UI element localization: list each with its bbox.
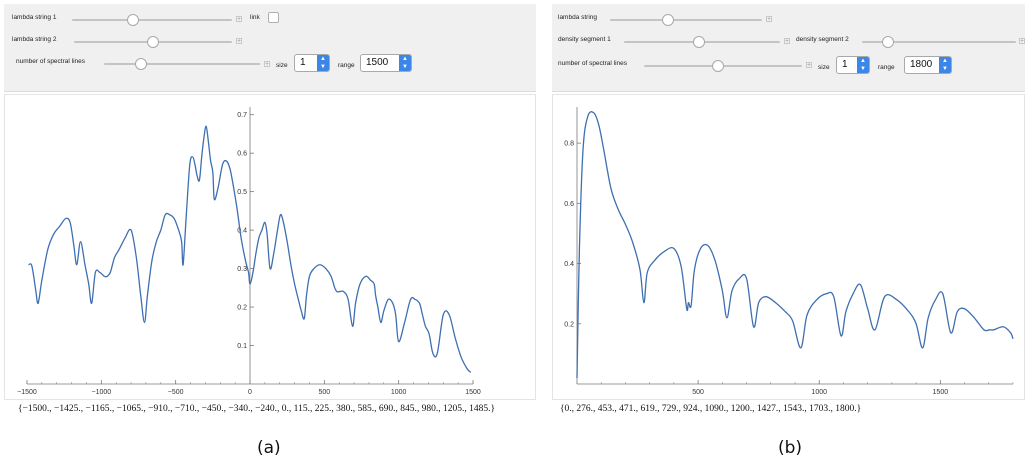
size-value-b: 1 xyxy=(842,59,848,70)
spectral-lines-label-b: number of spectral lines xyxy=(558,60,628,67)
series-line xyxy=(576,111,1014,378)
lambda-string-2-thumb[interactable] xyxy=(147,36,159,48)
size-stepper-icon[interactable]: ▲ ▼ xyxy=(317,55,329,71)
range-label: range xyxy=(338,62,355,69)
density-segment-1-thumb[interactable] xyxy=(692,36,705,48)
size-spinner[interactable]: 1 ▲ ▼ xyxy=(294,54,330,72)
density-segment-2-slider[interactable] xyxy=(862,36,1016,48)
caption-b: (b) xyxy=(778,438,803,458)
y-tick-label: 0.2 xyxy=(564,321,574,328)
density-segment-2-thumb[interactable] xyxy=(882,36,895,48)
spectrum-chart-b: 500 1000 1500 0.2 0.4 0.6 0.8 xyxy=(564,107,1014,396)
lambda-string-2-label: lambda string 2 xyxy=(12,36,57,43)
density-segment-2-label: density segment 2 xyxy=(796,36,849,43)
spectral-lines-label: number of spectral lines xyxy=(16,58,86,65)
caption-a: (a) xyxy=(257,438,281,458)
density-segment-1-plus-icon[interactable]: + xyxy=(784,38,790,45)
lambda-string-1-plus-icon[interactable]: + xyxy=(236,16,242,23)
range-spinner-b[interactable]: 1800 ▲ ▼ xyxy=(904,56,952,74)
y-tick-label: 0.8 xyxy=(564,141,574,148)
spectral-lines-plus-icon-b[interactable]: + xyxy=(806,62,812,69)
x-tick-label: −1000 xyxy=(91,389,111,396)
size-value: 1 xyxy=(300,57,306,68)
size-stepper-icon-b[interactable]: ▲ ▼ xyxy=(857,57,869,73)
y-tick-label: 0.6 xyxy=(237,151,247,158)
value-list-b: {0., 276., 453., 471., 619., 729., 924.,… xyxy=(560,404,862,414)
x-tick-label: 1000 xyxy=(811,389,827,396)
y-tick-label: 0.1 xyxy=(237,343,247,350)
x-tick-label: −500 xyxy=(168,389,184,396)
lambda-string-label: lambda string xyxy=(558,14,598,21)
density-segment-2-plus-icon[interactable]: + xyxy=(1019,38,1025,45)
y-tick-label: 0.4 xyxy=(237,228,247,235)
range-label-b: range xyxy=(878,64,895,71)
range-value: 1500 xyxy=(366,57,389,68)
controls-b: lambda string + density segment 1 + dens… xyxy=(552,4,1025,92)
range-spinner[interactable]: 1500 ▲ ▼ xyxy=(360,54,412,72)
lambda-string-plus-icon[interactable]: + xyxy=(766,16,772,23)
panel-b: lambda string + density segment 1 + dens… xyxy=(548,0,1029,430)
spectral-lines-thumb[interactable] xyxy=(135,58,148,70)
size-spinner-b[interactable]: 1 ▲ ▼ xyxy=(836,56,870,74)
link-checkbox[interactable] xyxy=(268,12,279,23)
lambda-string-1-thumb[interactable] xyxy=(126,14,139,26)
lambda-string-thumb[interactable] xyxy=(661,14,674,26)
y-tick-label: 0.2 xyxy=(237,305,247,312)
y-tick-label: 0.4 xyxy=(564,261,574,268)
lambda-string-2-slider[interactable] xyxy=(74,36,232,48)
spectral-lines-thumb-b[interactable] xyxy=(712,60,725,72)
y-tick-label: 0.6 xyxy=(564,201,574,208)
spectral-lines-slider[interactable] xyxy=(104,58,260,70)
lambda-string-1-label: lambda string 1 xyxy=(12,14,57,21)
value-list-a: {−1500., −1425., −1165., −1065., −910., … xyxy=(18,404,496,414)
lambda-string-2-plus-icon[interactable]: + xyxy=(236,38,242,45)
y-tick-label: 0.7 xyxy=(237,112,247,119)
lambda-string-slider[interactable] xyxy=(610,14,762,26)
x-tick-label: 500 xyxy=(318,389,330,396)
x-tick-label: 1000 xyxy=(391,389,407,396)
spectrum-chart-a: −1500 −1000 −500 0 500 1000 1500 0.1 0.2 0.3 0.4 0.… xyxy=(17,107,481,396)
panel-a: lambda string 1 + link lambda string 2 +… xyxy=(0,0,540,430)
range-stepper-icon[interactable]: ▲ ▼ xyxy=(399,55,411,71)
density-segment-1-label: density segment 1 xyxy=(558,36,611,43)
range-stepper-icon-b[interactable]: ▲ ▼ xyxy=(939,57,951,73)
range-value-b: 1800 xyxy=(910,59,933,70)
series-line xyxy=(28,125,472,373)
plot-area-b: 500 1000 1500 0.2 0.4 0.6 0.8 xyxy=(552,94,1025,400)
controls-a: lambda string 1 + link lambda string 2 +… xyxy=(4,4,536,92)
size-label: size xyxy=(276,62,288,69)
plot-area-a: −1500 −1000 −500 0 500 1000 1500 0.1 0.2 0.3 0.4 0.… xyxy=(4,94,536,400)
x-tick-label: 1500 xyxy=(933,389,949,396)
spectral-lines-slider-b[interactable] xyxy=(644,60,802,72)
x-tick-label: 0 xyxy=(248,389,252,396)
x-tick-label: 1500 xyxy=(465,389,481,396)
y-tick-label: 0.3 xyxy=(237,266,247,273)
y-tick-label: 0.5 xyxy=(237,189,247,196)
spectral-lines-plus-icon[interactable]: + xyxy=(264,61,270,68)
x-tick-label: 500 xyxy=(692,389,704,396)
link-label: link xyxy=(250,14,260,21)
x-tick-label: −1500 xyxy=(17,389,37,396)
size-label-b: size xyxy=(818,64,830,71)
density-segment-1-slider[interactable] xyxy=(624,36,780,48)
lambda-string-1-slider[interactable] xyxy=(72,14,232,26)
